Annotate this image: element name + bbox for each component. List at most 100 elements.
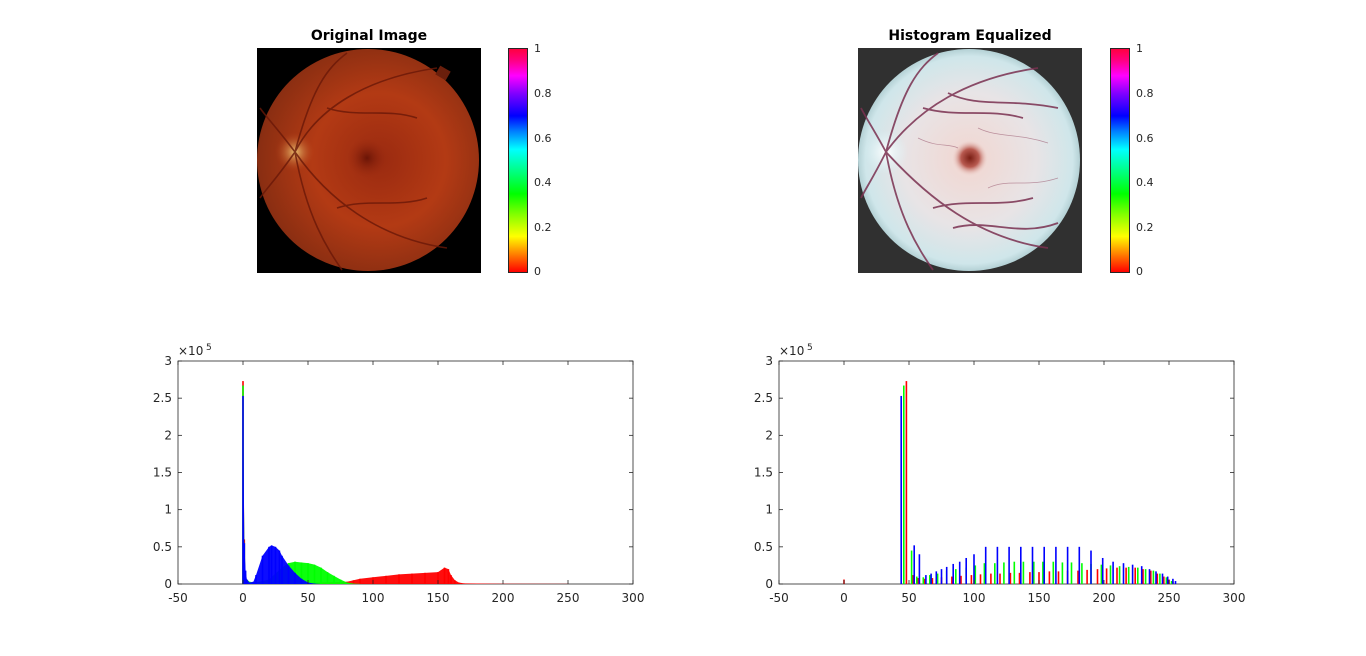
histogram-bar [1174, 581, 1177, 584]
x-tick-label: 100 [963, 591, 986, 605]
y-exponent-label: ×10 [779, 344, 804, 358]
histogram-bar [1152, 570, 1155, 584]
histogram-bar [1061, 562, 1064, 584]
colorbar-tick: 0.6 [534, 132, 552, 145]
histogram-bar [1033, 561, 1035, 584]
y-tick-label: 1.5 [754, 466, 773, 480]
histogram-bar [1165, 577, 1168, 584]
histogram-bar [1137, 567, 1139, 584]
histogram-bar [913, 545, 915, 584]
colorbar-tick: 1 [1136, 42, 1143, 55]
histogram-bar [1156, 573, 1159, 584]
histogram-bar [1131, 564, 1134, 584]
colorbar-tick: 0 [1136, 265, 1143, 278]
left-colorbar [508, 48, 528, 273]
histogram-bar [1170, 581, 1173, 584]
histogram-bar [905, 381, 908, 584]
histogram-bar [930, 573, 932, 584]
y-tick-label: 1 [164, 503, 172, 517]
equalized-image-title: Histogram Equalized [888, 28, 1052, 44]
histogram-bar [973, 554, 975, 584]
series-blue [900, 395, 1177, 584]
histogram-bar [1142, 569, 1144, 584]
histogram-bar [996, 546, 999, 584]
plot-area [778, 360, 1235, 585]
histogram-bar [1150, 570, 1152, 584]
histogram-bar [984, 546, 987, 584]
histogram-bar [1161, 573, 1164, 584]
histogram-bar [1140, 566, 1143, 584]
x-tick-label: 100 [362, 591, 385, 605]
histogram-bar [974, 565, 977, 584]
histogram-bar [1018, 572, 1021, 584]
x-tick-label: 300 [622, 591, 645, 605]
histogram-bar [1008, 546, 1010, 584]
histogram-bar [1066, 546, 1069, 584]
histogram-bar [1096, 569, 1099, 584]
histogram-bar [1118, 566, 1121, 584]
histogram-bar [965, 557, 967, 584]
histogram-bar [1172, 578, 1174, 584]
histogram-bar [1125, 567, 1127, 584]
histogram-bar [1038, 572, 1040, 584]
y-tick-label: 0.5 [754, 540, 773, 554]
histogram-bar [1105, 568, 1108, 584]
y-tick-label: 2.5 [153, 391, 172, 405]
histogram-bar [1159, 573, 1161, 584]
histogram-bar [1031, 546, 1034, 584]
histogram-bar [923, 578, 926, 584]
histogram-bar [1020, 546, 1022, 584]
x-tick-label: 150 [427, 591, 450, 605]
histogram-bar [1122, 563, 1125, 584]
histogram-bar [1078, 546, 1081, 584]
histogram-bar [925, 575, 927, 584]
histogram-bar [1166, 576, 1169, 584]
histogram-bar [999, 573, 1001, 584]
histogram-bar [951, 576, 953, 584]
x-tick-label: -50 [769, 591, 789, 605]
histogram-bar [1155, 571, 1157, 584]
histogram-bar [1112, 561, 1114, 584]
histogram-bar [983, 563, 986, 584]
histogram-bar [242, 395, 244, 584]
y-tick-label: 1 [765, 503, 773, 517]
histogram-bar [1127, 566, 1130, 584]
colorbar-tick: 0.2 [1136, 221, 1154, 234]
y-tick-label: 2.5 [754, 391, 773, 405]
histogram-bar [1134, 567, 1136, 584]
equalized-fundus-svg [858, 49, 1080, 271]
colorbar-tick: 1 [534, 42, 541, 55]
x-tick-label: 250 [557, 591, 580, 605]
histogram-bar [1048, 571, 1051, 584]
x-tick-label: 50 [300, 591, 315, 605]
histogram-bar [958, 561, 961, 584]
series-blue [242, 395, 321, 584]
x-tick-label: 0 [840, 591, 848, 605]
histogram-bar [1057, 571, 1060, 584]
equalized-fundus-image [858, 48, 1082, 273]
histogram-bar [916, 576, 918, 584]
histogram-bar [960, 575, 962, 584]
histogram-bar [912, 575, 914, 584]
colorbar-tick: 0.4 [1136, 176, 1154, 189]
histogram-bar [935, 571, 938, 584]
histogram-bar [1022, 561, 1025, 584]
y-tick-label: 0 [765, 577, 773, 591]
histogram-bar [945, 566, 948, 584]
colorbar-tick: 0 [534, 265, 541, 278]
histogram-bar [1109, 565, 1112, 584]
histogram-bar [1101, 557, 1104, 584]
x-tick-label: 300 [1223, 591, 1246, 605]
histogram-bar [990, 573, 992, 584]
histogram-bar [1163, 576, 1165, 584]
histogram-bar [1013, 561, 1016, 584]
histogram-bar [1081, 563, 1083, 584]
histogram-bar [1100, 564, 1103, 584]
y-exponent-label: ×10 [178, 344, 203, 358]
x-tick-label: 150 [1028, 591, 1051, 605]
y-tick-label: 2 [765, 428, 773, 442]
x-tick-label: -50 [168, 591, 188, 605]
histogram-bar [952, 563, 954, 584]
